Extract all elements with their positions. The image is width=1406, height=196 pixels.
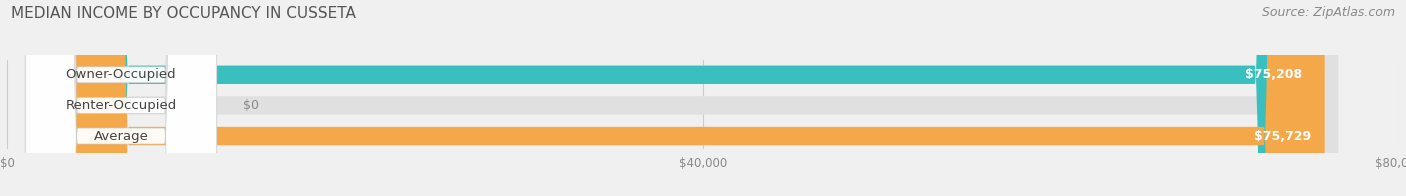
Text: Average: Average — [94, 130, 149, 142]
Text: $75,729: $75,729 — [1254, 130, 1310, 142]
FancyBboxPatch shape — [67, 0, 1339, 196]
FancyBboxPatch shape — [67, 0, 1339, 196]
FancyBboxPatch shape — [25, 0, 217, 196]
Text: Source: ZipAtlas.com: Source: ZipAtlas.com — [1261, 6, 1395, 19]
Text: MEDIAN INCOME BY OCCUPANCY IN CUSSETA: MEDIAN INCOME BY OCCUPANCY IN CUSSETA — [11, 6, 356, 21]
FancyBboxPatch shape — [67, 0, 1339, 196]
FancyBboxPatch shape — [67, 0, 1324, 196]
Text: $0: $0 — [243, 99, 259, 112]
FancyBboxPatch shape — [25, 0, 217, 196]
Text: Owner-Occupied: Owner-Occupied — [66, 68, 176, 81]
FancyBboxPatch shape — [25, 0, 217, 196]
FancyBboxPatch shape — [67, 0, 1316, 196]
Text: $75,208: $75,208 — [1244, 68, 1302, 81]
Text: Renter-Occupied: Renter-Occupied — [65, 99, 177, 112]
